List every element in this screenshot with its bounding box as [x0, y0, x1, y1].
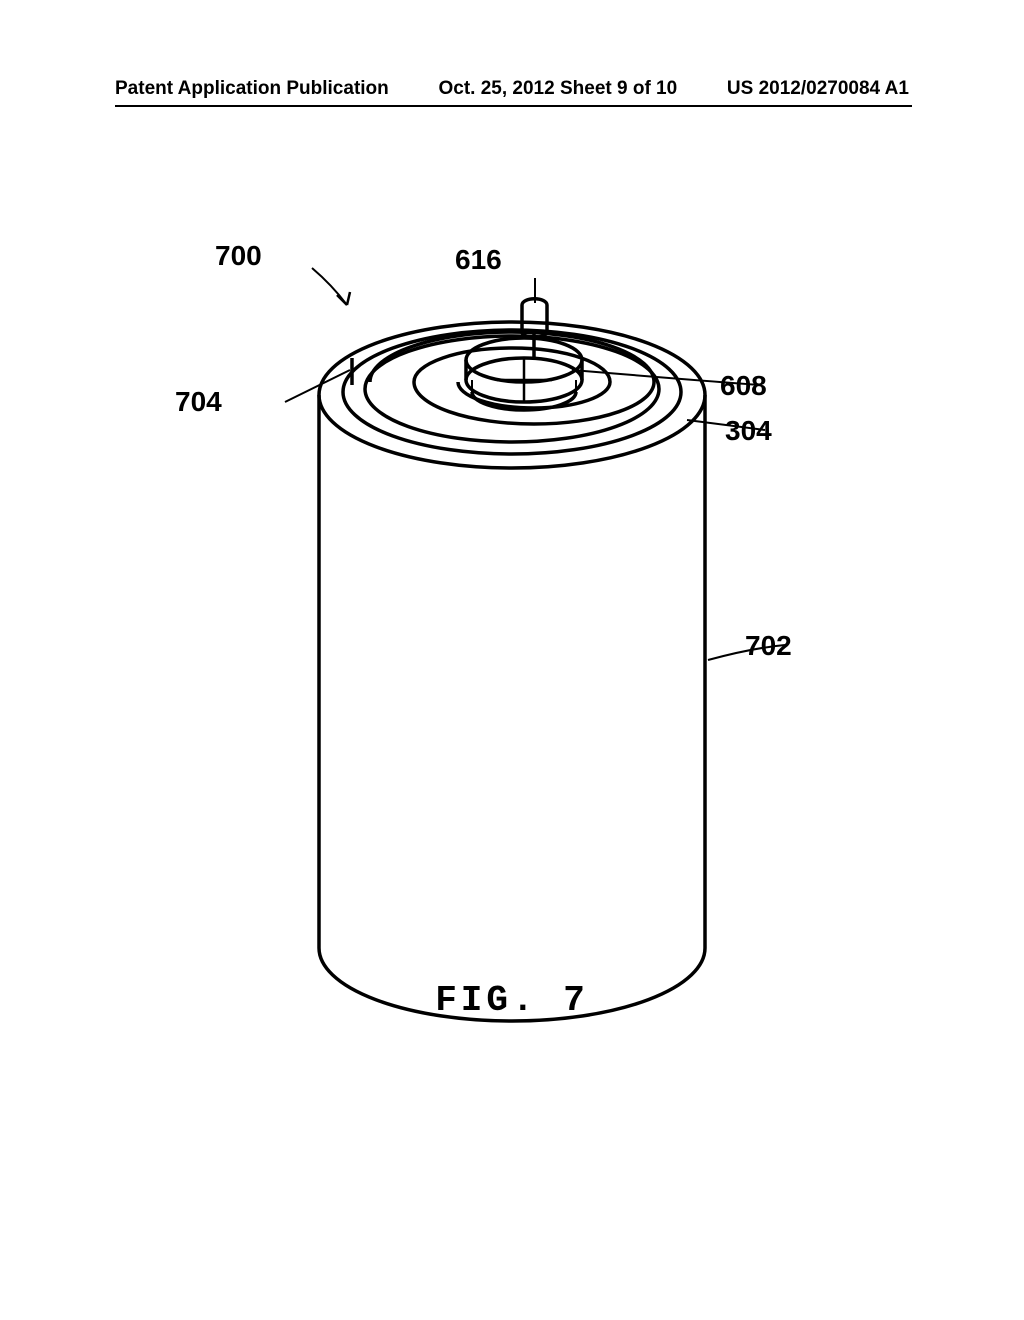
header-divider: [115, 105, 912, 107]
header-center: Oct. 25, 2012 Sheet 9 of 10: [439, 78, 678, 100]
ref-704: 704: [175, 386, 222, 418]
page-header: Patent Application Publication Oct. 25, …: [0, 78, 1024, 100]
ref-702: 702: [745, 630, 792, 662]
ref-616: 616: [455, 244, 502, 276]
ref-608: 608: [720, 370, 767, 402]
header-left: Patent Application Publication: [115, 78, 389, 100]
header-right: US 2012/0270084 A1: [727, 78, 909, 100]
patent-drawing: [52, 230, 972, 1030]
figure-label: FIG. 7: [435, 980, 589, 1021]
ref-700: 700: [215, 240, 262, 272]
ref-304: 304: [725, 415, 772, 447]
